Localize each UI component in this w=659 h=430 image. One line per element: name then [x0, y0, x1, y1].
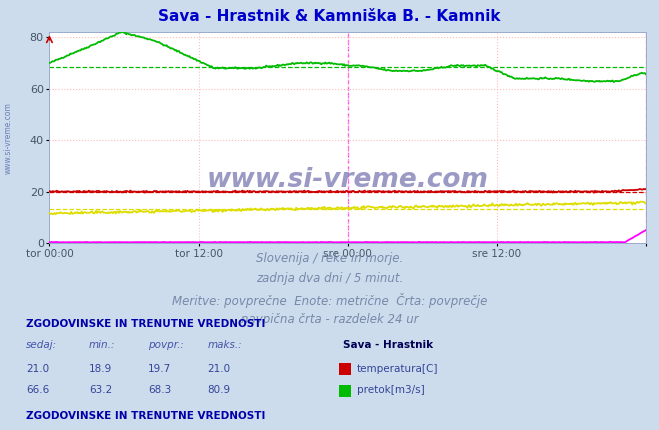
Text: navpična črta - razdelek 24 ur: navpična črta - razdelek 24 ur	[241, 313, 418, 326]
Text: 18.9: 18.9	[89, 364, 112, 374]
Text: maks.:: maks.:	[208, 340, 243, 350]
Text: 66.6: 66.6	[26, 385, 49, 396]
Text: Sava - Hrastnik & Kamniška B. - Kamnik: Sava - Hrastnik & Kamniška B. - Kamnik	[158, 9, 501, 25]
Text: zadnja dva dni / 5 minut.: zadnja dva dni / 5 minut.	[256, 272, 403, 285]
Text: ZGODOVINSKE IN TRENUTNE VREDNOSTI: ZGODOVINSKE IN TRENUTNE VREDNOSTI	[26, 319, 266, 329]
Text: 63.2: 63.2	[89, 385, 112, 396]
Text: 21.0: 21.0	[208, 364, 231, 374]
Text: 80.9: 80.9	[208, 385, 231, 396]
Text: min.:: min.:	[89, 340, 115, 350]
Text: 21.0: 21.0	[26, 364, 49, 374]
Text: temperatura[C]: temperatura[C]	[357, 364, 439, 374]
Text: 68.3: 68.3	[148, 385, 171, 396]
Text: www.si-vreme.com: www.si-vreme.com	[207, 167, 488, 193]
Text: sedaj:: sedaj:	[26, 340, 57, 350]
Text: ZGODOVINSKE IN TRENUTNE VREDNOSTI: ZGODOVINSKE IN TRENUTNE VREDNOSTI	[26, 411, 266, 421]
Text: Sava - Hrastnik: Sava - Hrastnik	[343, 340, 433, 350]
Text: Slovenija / reke in morje.: Slovenija / reke in morje.	[256, 252, 403, 264]
Text: povpr.:: povpr.:	[148, 340, 184, 350]
Text: Meritve: povprečne  Enote: metrične  Črta: povprečje: Meritve: povprečne Enote: metrične Črta:…	[172, 293, 487, 308]
Text: www.si-vreme.com: www.si-vreme.com	[3, 101, 13, 174]
Text: 19.7: 19.7	[148, 364, 171, 374]
Text: pretok[m3/s]: pretok[m3/s]	[357, 385, 425, 396]
